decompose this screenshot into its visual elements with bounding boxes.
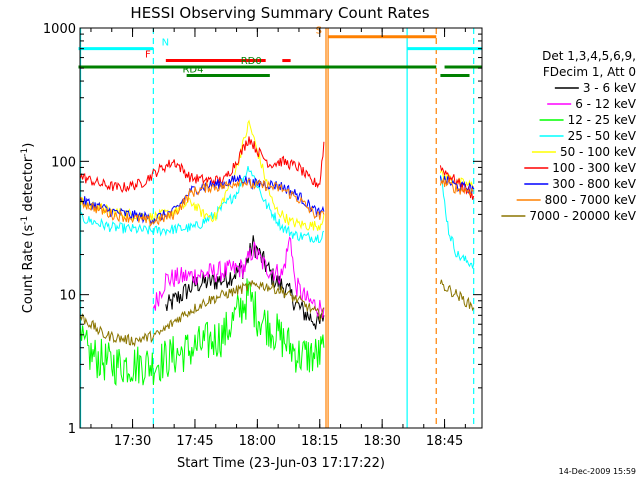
legend-entry-label: 50 - 100 keV	[560, 145, 637, 159]
y-axis-label-middle: detector	[21, 156, 36, 216]
y-tick-label: 1000	[43, 22, 76, 37]
series-line	[439, 174, 475, 269]
x-tick-label: 18:00	[239, 434, 276, 449]
flag-bar-label: N	[162, 38, 169, 49]
flag-bar-label: F	[145, 50, 151, 61]
y-axis-label-prefix: Count Rate (s	[21, 225, 36, 314]
legend-header-line-1: Det 1,3,4,5,6,9,	[542, 49, 636, 63]
legend-entry-label: 12 - 25 keV	[568, 113, 637, 127]
series-line	[439, 165, 475, 200]
series-line	[80, 136, 325, 194]
y-axis-label-suffix: )	[21, 143, 36, 148]
flag-bar-label: S	[316, 26, 322, 37]
x-tick-label: 17:30	[114, 434, 151, 449]
legend-entry-label: 3 - 6 keV	[583, 81, 637, 95]
series-line	[80, 278, 325, 387]
legend-entry-label: 6 - 12 keV	[575, 97, 637, 111]
flag-bar-label: RD4	[182, 65, 203, 76]
series-layer	[80, 119, 475, 387]
x-tick-label: 17:45	[176, 434, 213, 449]
x-tick-label: 18:30	[363, 434, 400, 449]
y-tick-label: 1	[68, 422, 76, 437]
flag-bar-label: RD0	[241, 56, 262, 67]
axes: 1 10 100 1000 17:30 17:45 18:00 18:15 18:30 18:45	[43, 22, 482, 449]
series-line	[439, 279, 475, 312]
y-axis-label-exponent-2: -1	[20, 148, 30, 157]
series-line	[80, 178, 325, 228]
y-axis-label: Count Rate (s-1 detector-1)	[20, 143, 36, 314]
x-axis-label: Start Time (23-Jun-03 17:17:22)	[177, 456, 385, 471]
legend-entry-label: 7000 - 20000 keV	[529, 209, 636, 223]
series-line	[439, 177, 474, 196]
marker-lines	[79, 28, 475, 428]
y-tick-label: 10	[59, 289, 76, 304]
legend-header-line-2: FDecim 1, Att 0	[543, 65, 636, 79]
plot-frame	[79, 27, 483, 429]
footer-timestamp: 14-Dec-2009 15:59	[559, 467, 636, 476]
y-tick-label: 100	[51, 155, 76, 170]
flag-bars: NF S RD0 RD4	[78, 26, 482, 78]
legend-entry-label: 800 - 7000 keV	[545, 193, 637, 207]
legend-entry-label: 25 - 50 keV	[568, 129, 637, 143]
chart-title: HESSI Observing Summary Count Rates	[130, 4, 429, 22]
x-tick-label: 18:45	[426, 434, 463, 449]
series-line	[80, 119, 325, 231]
y-axis-label-exponent: -1	[20, 216, 30, 225]
legend-entry-label: 100 - 300 keV	[552, 161, 636, 175]
legend: Det 1,3,4,5,6,9, FDecim 1, Att 0 3 - 6 k…	[501, 49, 637, 223]
series-line	[80, 166, 325, 244]
legend-entry-label: 300 - 800 keV	[552, 177, 636, 191]
series-line	[80, 280, 325, 348]
x-tick-label: 18:15	[301, 434, 338, 449]
series-line	[152, 236, 325, 319]
series-line	[439, 168, 475, 189]
